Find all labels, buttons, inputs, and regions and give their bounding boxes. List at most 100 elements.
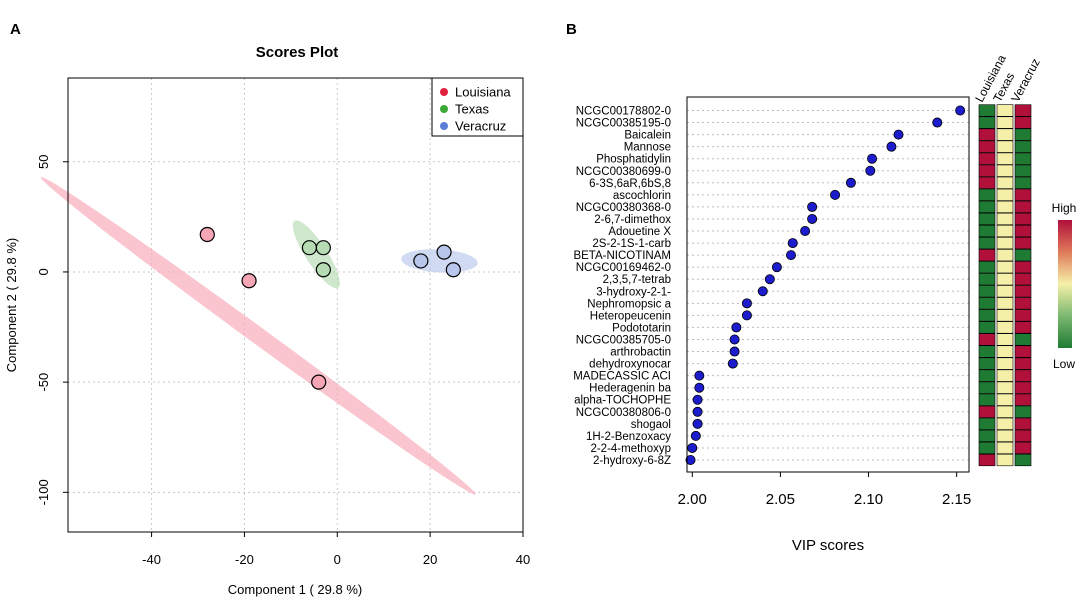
vip-point [845,177,856,188]
x-tick-label: 20 [423,552,437,567]
heatmap-cell [978,441,996,455]
ellipse-texas [292,220,340,289]
vip-feature-label: BETA-NICOTINAM [573,250,671,262]
heatmap-cell [996,333,1014,346]
y-tick-label: -50 [36,373,51,392]
scores-plot-frame [67,77,524,533]
scores-y-axis-label: Component 2 ( 29.8 %) [4,238,19,372]
vip-point [685,454,696,465]
vip-feature-label: Podototarin [612,322,671,334]
scores-axes: -40 -20 0 20 40 -100 -50 0 50 [36,155,530,567]
heatmap-cell [996,417,1014,430]
heatmap-cell [978,128,996,141]
vip-feature-label: shogaol [631,419,671,431]
vip-heatmap [978,104,1032,467]
heatmap-cell [996,453,1014,467]
point-veracruz [413,253,429,269]
heatmap-cell [978,429,996,442]
vip-feature-label: NCGC00380368-0 [576,202,671,214]
vip-point [690,430,701,441]
heatmap-cell [978,453,996,467]
heatmap-cell [996,345,1014,358]
heatmap-cell [996,309,1014,322]
vip-feature-label: Mannose [624,142,671,154]
heatmap-cell [1014,429,1032,442]
heatmap-cell [996,393,1014,406]
legend-label-texas: Texas [455,102,489,117]
heatmap-cell [1014,212,1032,226]
point-louisiana [311,374,327,390]
vip-point [741,310,752,321]
vip-feature-label: arthrobactin [610,347,671,359]
heatmap-cell [1014,285,1032,298]
vip-point [807,201,818,212]
vip-feature-labels: NCGC00178802-0NCGC00385195-0BaicaleinMan… [573,106,671,468]
heatmap-cell [978,321,996,334]
heatmap-cell [996,152,1014,165]
point-louisiana [241,273,257,289]
legend-marker-texas [440,105,448,113]
vip-point [687,442,698,453]
vip-points [685,105,966,465]
heatmap-cell [1014,453,1032,467]
heatmap-cell [996,249,1014,262]
heatmap-cell [1014,140,1032,153]
heatmap-cell [996,116,1014,129]
heatmap-cell [996,164,1014,177]
vip-point [741,298,752,309]
heatmap-cell [1014,152,1032,165]
heatmap-cell [978,104,996,117]
scores-plot-title: Scores Plot [256,44,339,61]
heatmap-cell [996,381,1014,394]
vip-feature-label: 2-6,7-dimethox [594,214,671,226]
heatmap-cell [996,140,1014,153]
heatmap-cell [978,261,996,274]
heatmap-cell [1014,393,1032,406]
heatmap-cell [1014,333,1032,346]
vip-feature-label: 6-3S,6aR,6bS,8 [589,178,671,190]
vip-point [893,129,904,140]
vip-feature-label: NCGC00169462-0 [576,262,671,274]
panel-label-b: B [566,21,577,38]
vip-point [757,286,768,297]
heatmap-cell [978,273,996,286]
vip-feature-label: Phosphatidylin [596,154,671,166]
vip-point [764,274,775,285]
heatmap-cell [1014,116,1032,129]
heatmap-cell [978,405,996,418]
point-veracruz [445,262,461,278]
heatmap-cell [978,309,996,322]
vip-feature-label: NCGC00385195-0 [576,118,671,130]
vip-point [865,165,876,176]
heatmap-cell [996,176,1014,189]
vip-feature-label: Heteropeucenin [590,310,671,322]
vip-feature-label: Hederagenin ba [589,383,671,395]
vip-point [731,322,742,333]
heatmap-cell [978,249,996,262]
scores-points [199,226,461,390]
vip-feature-label: dehydroxynocar [589,359,671,371]
heatmap-cell [1014,321,1032,334]
heatmap-cell [978,381,996,394]
vip-feature-label: alpha-TOCHOPHE [574,395,671,407]
vip-feature-label: NCGC00385705-0 [576,334,671,346]
vip-point [694,382,705,393]
legend-label-veracruz: Veracruz [455,119,506,134]
vip-point [830,189,841,200]
vip-feature-label: ascochlorin [613,190,671,202]
vip-x-tick-label: 2.05 [766,491,795,508]
vip-point [800,226,811,237]
vip-feature-label: 2-hydroxy-6-8Z [593,455,671,467]
vip-point [785,250,796,261]
heatmap-cell [1014,345,1032,358]
vip-feature-label: 2S-2-1S-1-carb [592,238,671,250]
vip-point [727,358,738,369]
y-tick-label: -100 [36,479,51,505]
scores-legend: Louisiana Texas Veracruz [431,77,524,137]
heatmap-cell [996,273,1014,286]
heatmap-cell [1014,261,1032,274]
y-tick-label: 50 [36,155,51,169]
heatmap-cell [1014,369,1032,382]
